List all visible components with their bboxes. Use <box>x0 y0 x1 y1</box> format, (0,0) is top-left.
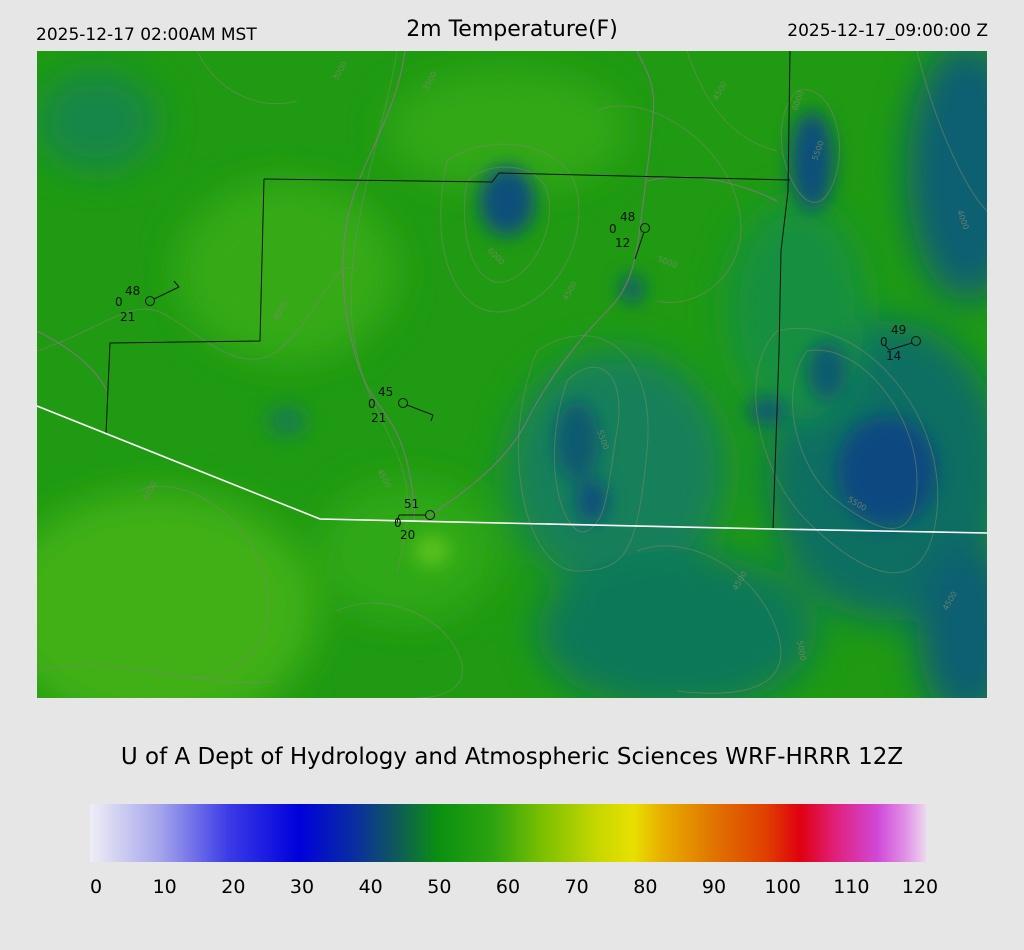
county-roads <box>37 51 778 523</box>
temperature-colorbar <box>90 804 926 862</box>
station-temp: 51 <box>404 497 419 511</box>
station-temp: 48 <box>125 284 140 298</box>
colorbar-tick-label: 120 <box>901 876 939 898</box>
temperature-map: 3000 3500 6000 4500 5500 5000 4500 6000 … <box>37 51 987 698</box>
model-credit: U of A Dept of Hydrology and Atmospheric… <box>120 744 904 770</box>
station-model-4: 48 0 12 <box>609 210 650 260</box>
station-dewpoint: 20 <box>400 528 415 542</box>
map-title: 2m Temperature(F) <box>406 17 618 42</box>
colorbar-ticks: 0 10 20 30 40 50 60 70 80 90 100 110 120 <box>89 876 938 906</box>
colorbar-tick-label: 30 <box>289 876 315 898</box>
station-temp: 49 <box>891 323 906 337</box>
colorbar-tick-label: 70 <box>564 876 589 898</box>
station-model-2: 45 0 21 <box>368 385 434 425</box>
station-dewpoint: 12 <box>615 236 630 250</box>
elevation-contours <box>37 51 987 698</box>
county-boundaries <box>105 51 791 530</box>
station-dewpoint: 14 <box>886 349 901 363</box>
colorbar-tick-label: 20 <box>221 876 246 898</box>
station-cloud: 0 <box>880 335 888 349</box>
colorbar-tick-label: 10 <box>152 876 177 898</box>
station-cloud: 0 <box>394 516 402 530</box>
contour-label: 5000 <box>795 640 807 662</box>
colorbar-tick-label: 110 <box>833 876 870 898</box>
station-model-3: 51 0 20 <box>394 497 435 542</box>
colorbar-tick-label: 60 <box>495 876 521 898</box>
colorbar-tick-label: 50 <box>427 876 452 898</box>
state-border <box>37 405 987 534</box>
station-dewpoint: 21 <box>371 411 386 425</box>
colorbar-tick-label: 90 <box>701 876 727 898</box>
station-model-1: 48 0 21 <box>115 280 180 324</box>
station-cloud: 0 <box>115 295 123 309</box>
colorbar-tick-label: 40 <box>358 876 383 898</box>
colorbar-tick-label: 100 <box>764 876 801 898</box>
station-temp: 45 <box>378 385 393 399</box>
station-temp: 48 <box>620 210 635 224</box>
station-dewpoint: 21 <box>120 310 135 324</box>
colorbar-tick-label: 80 <box>633 876 658 898</box>
station-model-5: 49 0 14 <box>880 323 921 363</box>
station-cloud: 0 <box>609 222 617 236</box>
station-cloud: 0 <box>368 397 376 411</box>
local-time-label: 2025-12-17 02:00AM MST <box>36 25 257 45</box>
utc-time-label: 2025-12-17_09:00:00 Z <box>787 21 988 41</box>
colorbar-tick-label: 0 <box>89 876 103 898</box>
